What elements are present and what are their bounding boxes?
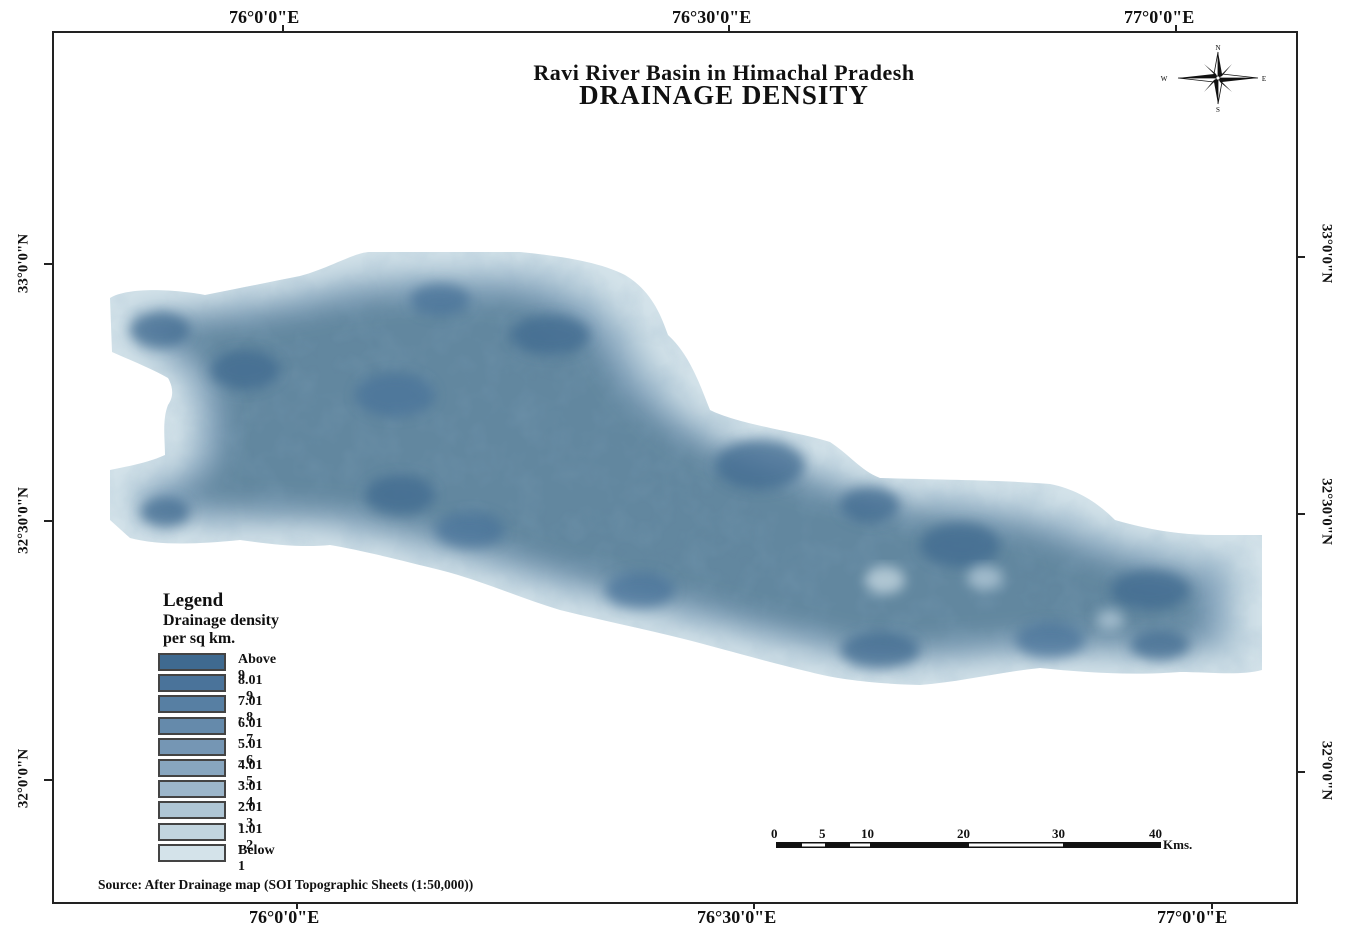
frame-tick [282, 25, 284, 32]
top-longitude-label-76-0: 76°0'0"E [229, 7, 300, 27]
legend-swatch [158, 780, 226, 799]
frame-tick [44, 263, 52, 265]
compass-n: N [1215, 44, 1220, 52]
frame-tick [753, 903, 755, 909]
frame-tick [1297, 256, 1305, 258]
scale-tick-label: 0 [771, 826, 778, 841]
frame-tick [1297, 513, 1305, 515]
legend-swatch [158, 801, 226, 820]
legend-label: 6.01 - 7 [238, 715, 263, 747]
scale-tick-label: 30 [1052, 826, 1065, 841]
map-title: Ravi River Basin in Himachal Pradesh [533, 60, 915, 85]
frame-tick [44, 779, 52, 781]
scale-unit: Kms. [1163, 837, 1193, 852]
legend-label: 1.01 - 2 [238, 821, 263, 853]
frame-tick [1297, 771, 1305, 773]
frame-tick [296, 903, 298, 909]
legend-swatch [158, 822, 226, 841]
legend-label: 3.01 - 4 [238, 779, 263, 811]
frame-tick [728, 25, 730, 32]
legend-swatch [158, 716, 226, 735]
legend-swatch [158, 759, 226, 777]
compass-rose-icon: N S E W [1161, 44, 1266, 114]
top-longitude-label-76-30: 76°30'0"E [672, 7, 752, 27]
legend-subtitle-line2: per sq km. [163, 630, 236, 647]
legend-label: 2.01 - 3 [238, 800, 263, 832]
legend-swatch [158, 737, 226, 756]
scale-tick-label: 20 [957, 826, 970, 841]
legend-label: Below 1 [238, 842, 275, 874]
frame-tick [1211, 903, 1213, 909]
legend-swatch [158, 843, 226, 862]
top-longitude-label-77-0: 77°0'0"E [1124, 7, 1195, 27]
compass-e: E [1262, 75, 1266, 83]
legend-subtitle-line1: Drainage density [163, 612, 279, 629]
frame-tick [1175, 25, 1177, 32]
bottom-longitude-label-77-0: 77°0'0"E [1157, 907, 1228, 927]
legend-label: 8.01 - 9 [238, 673, 263, 705]
scale-tick-label: 10 [861, 826, 874, 841]
source-note: Source: After Drainage map (SOI Topograp… [98, 877, 474, 892]
legend-title: Legend [163, 590, 224, 611]
frame-tick [44, 520, 52, 522]
legend-label: 4.01 - 5 [238, 758, 263, 789]
map-subtitle: DRAINAGE DENSITY [579, 80, 869, 110]
bottom-longitude-label-76-0: 76°0'0"E [249, 907, 320, 927]
legend-label: 7.01 - 8 [238, 694, 263, 726]
legend-swatch [158, 695, 226, 714]
compass-s: S [1216, 106, 1220, 114]
scale-tick-label: 5 [819, 826, 826, 841]
legend-swatch [158, 674, 226, 693]
scale-bar [776, 842, 1161, 848]
bottom-longitude-label-76-30: 76°30'0"E [697, 907, 777, 927]
legend-label: Above 9 [238, 652, 277, 683]
legend-swatch [158, 653, 226, 671]
map-frame [52, 31, 1298, 904]
compass-w: W [1161, 75, 1168, 83]
scale-tick-label: 40 [1149, 826, 1162, 841]
legend-label: 5.01 - 6 [238, 736, 263, 768]
